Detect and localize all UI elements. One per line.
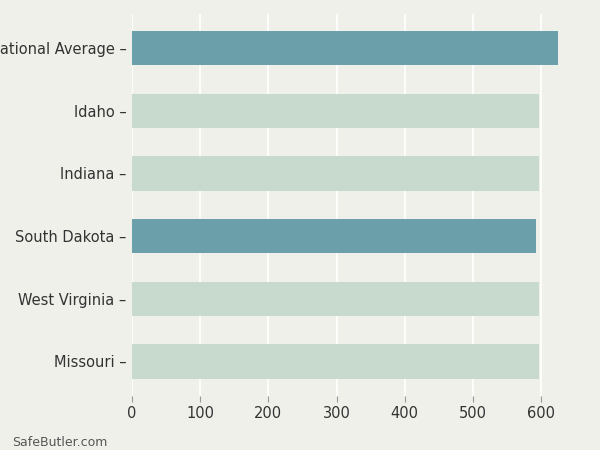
Bar — [132, 219, 536, 253]
Bar — [132, 94, 539, 128]
Bar — [132, 344, 539, 378]
Bar — [132, 31, 558, 65]
Bar — [132, 156, 539, 191]
Bar — [132, 282, 539, 316]
Text: SafeButler.com: SafeButler.com — [12, 436, 107, 449]
